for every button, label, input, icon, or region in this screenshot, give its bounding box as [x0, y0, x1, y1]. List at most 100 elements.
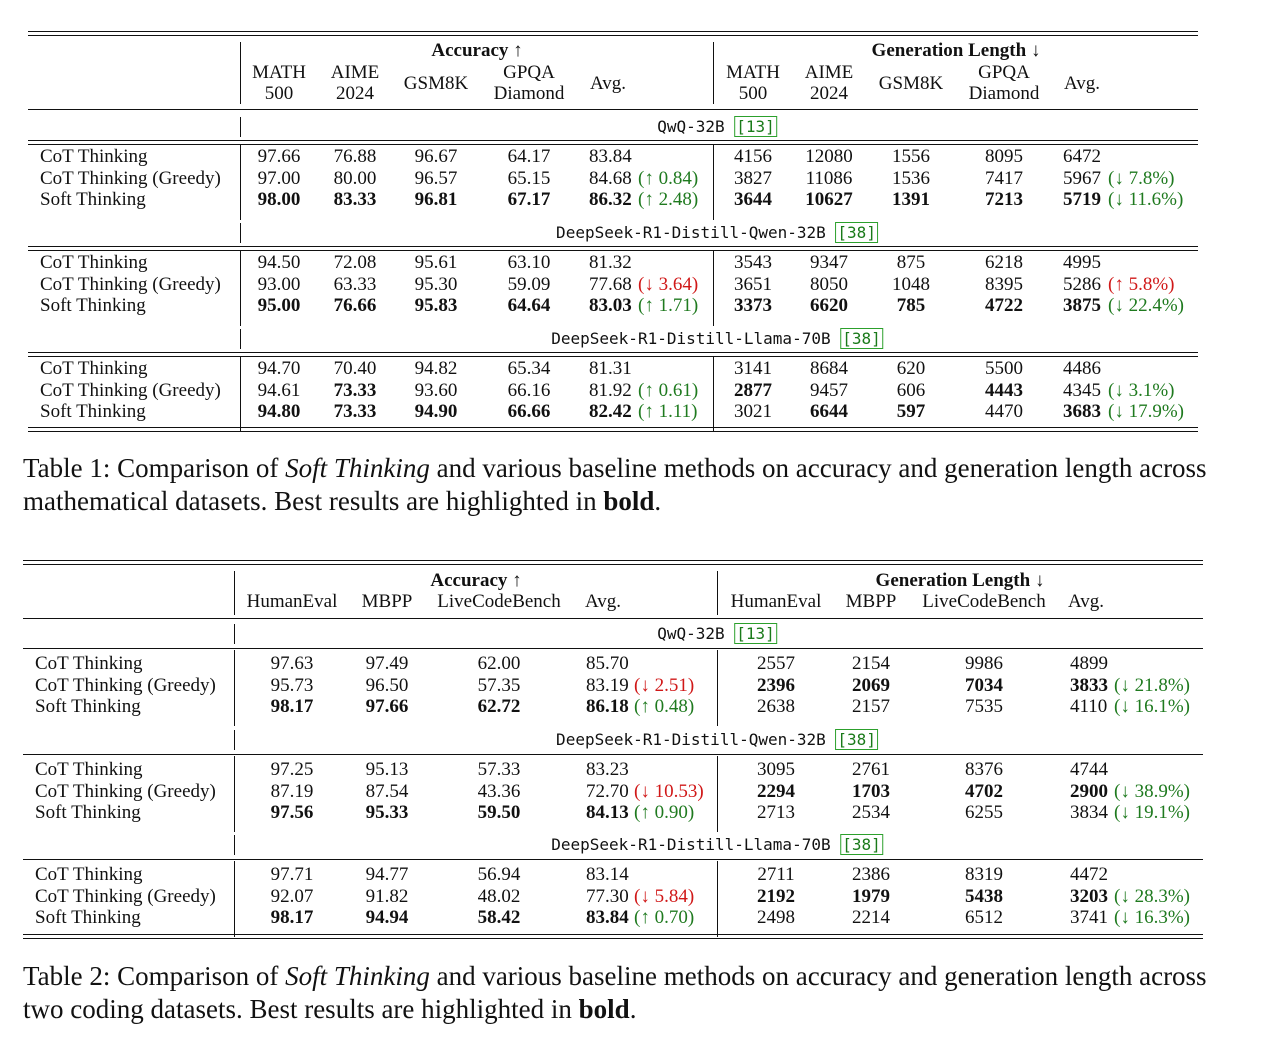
block-rule — [28, 246, 1198, 247]
length-value: 3141 — [734, 358, 772, 379]
accuracy-avg: 86.18 — [586, 696, 629, 717]
method-name: CoT Thinking — [40, 146, 148, 167]
accuracy-delta: (↓ 5.84) — [634, 885, 695, 907]
method-name: CoT Thinking — [35, 864, 143, 885]
citation-link[interactable]: [38] — [835, 729, 878, 750]
length-avg: 4995 — [1063, 252, 1101, 273]
method-name: Soft Thinking — [35, 802, 141, 823]
length-value: 2761 — [852, 759, 890, 780]
col-header-len-gpqa-diamond-sub: Diamond — [968, 83, 1040, 104]
model-name: DeepSeek-R1-Distill-Qwen-32B — [556, 223, 836, 242]
accuracy-value: 62.00 — [477, 653, 521, 674]
col-header-len-gpqa-diamond: GPQA — [978, 62, 1030, 83]
length-value: 9986 — [965, 653, 1003, 674]
block-rule — [23, 648, 1203, 649]
citation-link[interactable]: [13] — [734, 623, 777, 644]
col-header-acc-gpqa-diamond-sub: Diamond — [493, 83, 565, 104]
length-value: 2192 — [757, 885, 795, 907]
accuracy-value: 66.16 — [507, 379, 551, 401]
accuracy-delta: (↑ 2.48) — [638, 189, 699, 210]
length-value: 2638 — [757, 696, 795, 717]
model-name: DeepSeek-R1-Distill-Llama-70B — [551, 329, 841, 348]
citation-link[interactable]: [13] — [734, 116, 777, 137]
accuracy-avg: 82.42 — [589, 401, 632, 422]
length-value: 6512 — [965, 907, 1003, 928]
column-divider — [713, 42, 714, 104]
model-label: DeepSeek-R1-Distill-Qwen-32B [38] — [556, 729, 878, 750]
accuracy-delta: (↑ 0.84) — [638, 167, 699, 189]
column-divider — [713, 144, 714, 220]
citation-link[interactable]: [38] — [835, 222, 878, 243]
length-value: 597 — [896, 401, 926, 422]
method-name: CoT Thinking (Greedy) — [40, 167, 221, 189]
table-1-caption: Table 1: Comparison of Soft Thinking and… — [23, 453, 1207, 516]
accuracy-value: 59.50 — [477, 802, 521, 823]
accuracy-value: 66.66 — [507, 401, 551, 422]
col-header-len-aime2024: AIME — [804, 62, 854, 83]
accuracy-value: 94.77 — [365, 864, 409, 885]
length-avg: 3683 — [1063, 401, 1101, 422]
accuracy-value: 48.02 — [477, 885, 521, 907]
length-delta: (↓ 19.1%) — [1114, 802, 1190, 823]
block-rule — [28, 250, 1198, 251]
accuracy-value: 92.07 — [270, 885, 314, 907]
column-divider — [234, 835, 235, 855]
length-value: 3827 — [734, 167, 772, 189]
accuracy-value: 95.73 — [270, 674, 314, 696]
length-value: 6644 — [810, 401, 848, 422]
method-name: Soft Thinking — [35, 696, 141, 717]
length-delta: (↓ 28.3%) — [1114, 885, 1190, 907]
method-name: CoT Thinking (Greedy) — [35, 780, 216, 802]
accuracy-avg: 81.32 — [589, 252, 632, 273]
method-name: CoT Thinking (Greedy) — [40, 379, 221, 401]
col-header-acc-mbpp: MBPP — [361, 591, 413, 612]
accuracy-value: 94.61 — [257, 379, 301, 401]
length-value: 7213 — [985, 189, 1023, 210]
model-label: QwQ-32B [13] — [657, 116, 777, 137]
length-value: 785 — [896, 295, 926, 316]
length-delta: (↑ 5.8%) — [1108, 273, 1175, 295]
length-value: 875 — [896, 252, 926, 273]
length-avg: 5967 — [1063, 167, 1101, 189]
length-value: 1703 — [852, 780, 890, 802]
col-header-len-livecodebench: LiveCodeBench — [922, 591, 1046, 612]
col-header-len-math500-sub: 500 — [738, 83, 768, 104]
accuracy-avg: 81.31 — [589, 358, 632, 379]
accuracy-value: 97.56 — [270, 802, 314, 823]
length-value: 8395 — [985, 273, 1023, 295]
header-rule — [23, 618, 1203, 619]
length-avg: 3875 — [1063, 295, 1101, 316]
model-label: DeepSeek-R1-Distill-Llama-70B [38] — [551, 328, 883, 349]
accuracy-delta: (↓ 3.64) — [638, 273, 699, 295]
accuracy-value: 72.08 — [333, 252, 377, 273]
length-value: 12080 — [805, 146, 853, 167]
accuracy-delta: (↓ 10.53) — [634, 780, 704, 802]
accuracy-value: 94.70 — [257, 358, 301, 379]
accuracy-avg: 83.84 — [589, 146, 632, 167]
method-name: CoT Thinking — [40, 252, 148, 273]
method-name: CoT Thinking — [40, 358, 148, 379]
length-delta: (↓ 17.9%) — [1108, 401, 1184, 422]
model-name: QwQ-32B — [657, 117, 735, 136]
accuracy-avg: 83.19 — [586, 674, 629, 696]
length-value: 2157 — [852, 696, 890, 717]
citation-link[interactable]: [38] — [840, 834, 883, 855]
accuracy-value: 97.00 — [257, 167, 301, 189]
accuracy-value: 64.17 — [507, 146, 551, 167]
column-divider — [234, 756, 235, 832]
model-label: DeepSeek-R1-Distill-Llama-70B [38] — [551, 834, 883, 855]
length-value: 1979 — [852, 885, 890, 907]
length-value: 9457 — [810, 379, 848, 401]
column-divider — [234, 730, 235, 750]
col-header-len-mbpp: MBPP — [845, 591, 897, 612]
accuracy-value: 94.94 — [365, 907, 409, 928]
length-value: 3651 — [734, 273, 772, 295]
method-name: CoT Thinking — [35, 759, 143, 780]
length-value: 6620 — [810, 295, 848, 316]
length-value: 4443 — [985, 379, 1023, 401]
citation-link[interactable]: [38] — [840, 328, 883, 349]
col-header-len-avg: Avg. — [1063, 73, 1101, 94]
column-divider — [717, 756, 718, 832]
accuracy-value: 96.81 — [414, 189, 458, 210]
accuracy-avg: 83.14 — [586, 864, 629, 885]
